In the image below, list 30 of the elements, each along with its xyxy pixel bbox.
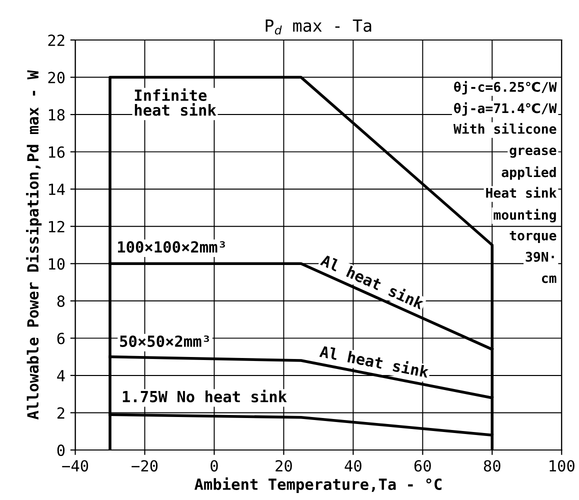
chart-title: P$_{d}$ max - Ta [266,20,372,35]
y-tick-label: 2 [57,407,64,419]
x-tick-label: 60 [414,460,431,472]
y-tick-label: 18 [48,109,65,121]
x-tick-label: 80 [484,460,500,472]
y-tick-label: 0 [57,444,65,456]
annotation: 1.75W No heat sink [122,390,287,402]
x-tick-label: −20 [132,460,158,472]
y-tick-label: 14 [48,184,65,195]
y-axis-title: Allowable Power Dissipation,Pd max - W [26,70,42,420]
annotation: 50×50×2mm³ [120,335,210,348]
annotation: Infinite heat sink [134,88,216,116]
x-axis-title: Ambient Temperature,Ta - °C [194,477,442,493]
y-tick-label: 22 [48,34,64,46]
y-tick-label: 8 [57,295,65,307]
x-tick-label: −40 [62,460,88,472]
annotation: 100×100×2mm³ [118,241,225,253]
y-tick-label: 4 [57,370,65,382]
x-tick-label: 20 [276,460,292,472]
annotation: Al heat sink [320,253,426,310]
y-tick-label: 10 [48,258,65,270]
text: θj-c=6.25℃/W θj-a=71.4℃/W With silicone grease applied Heat sink mounting torque 39N· cm [454,80,557,284]
x-tick-label: 100 [550,460,574,472]
y-tick-label: 12 [48,220,64,232]
x-tick-label: 0 [210,460,218,472]
y-tick-label: 6 [57,332,65,344]
x-tick-label: 40 [344,460,362,472]
annotation: Al heat sink [319,344,430,378]
y-tick-label: 16 [48,146,65,158]
y-tick-label: 20 [48,72,65,84]
